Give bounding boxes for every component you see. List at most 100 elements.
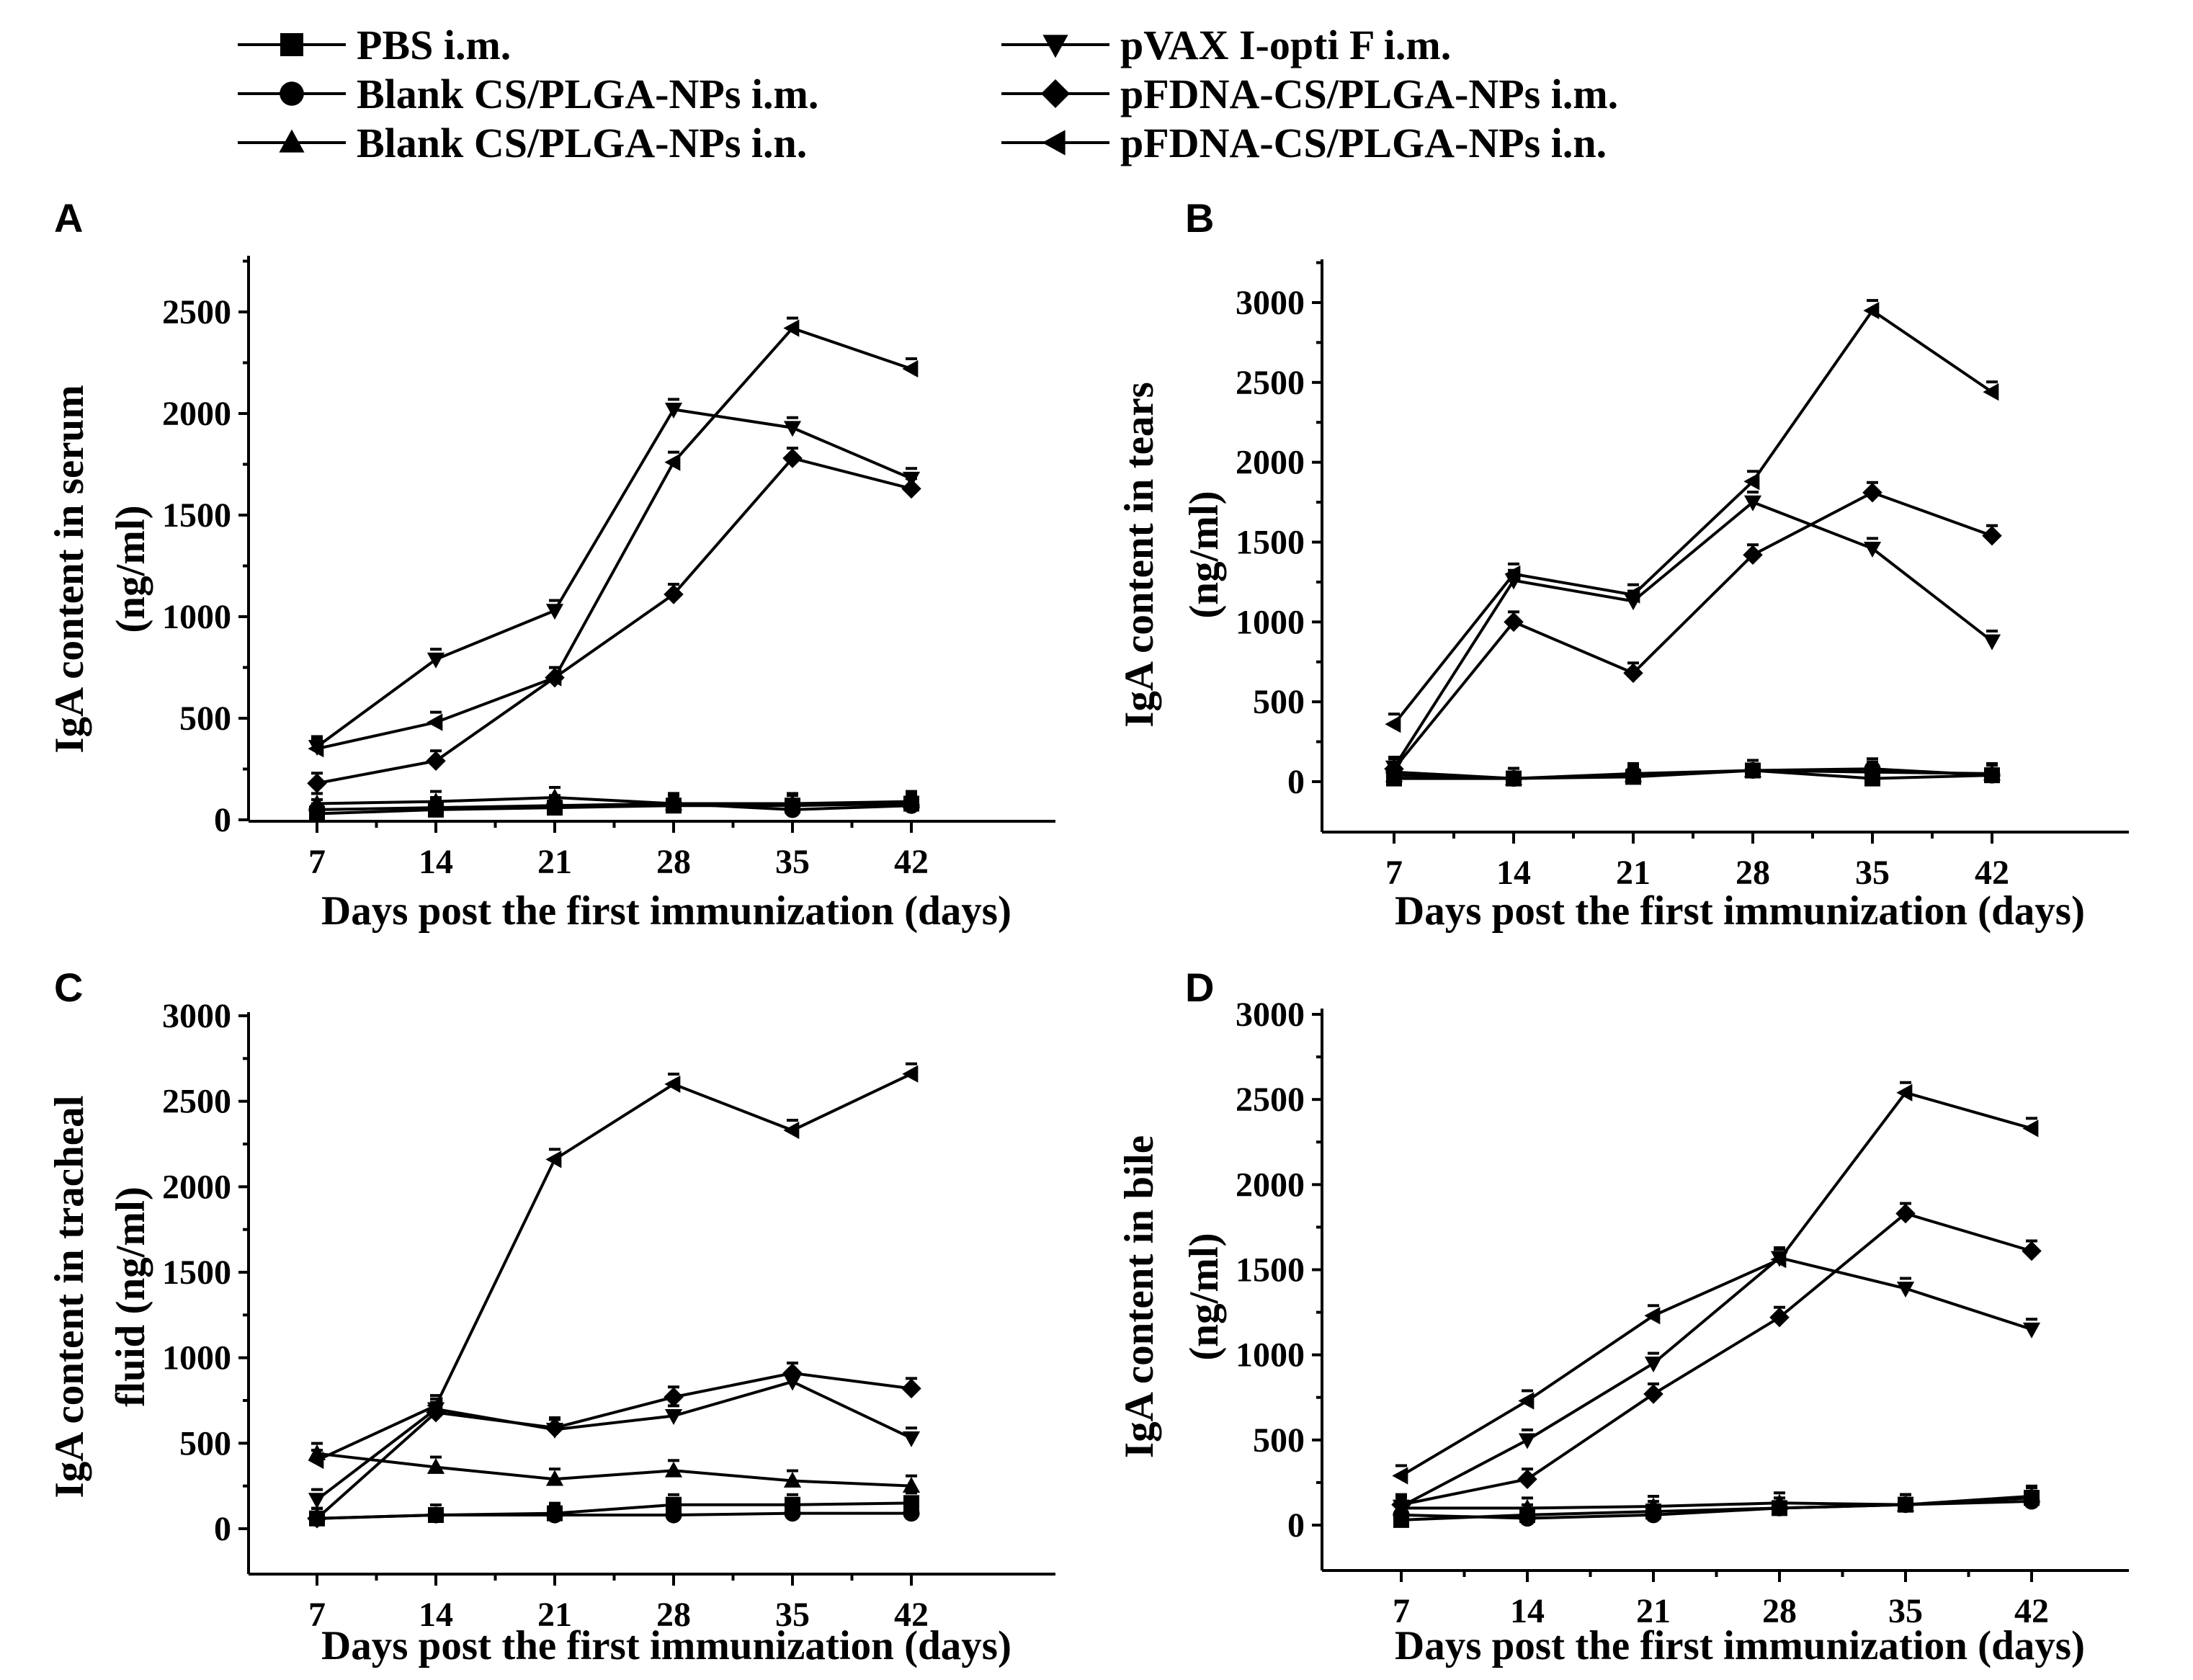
- y-tick-label: 0: [1287, 763, 1305, 801]
- data-point: [2022, 1322, 2041, 1339]
- legend-label: Blank CS/PLGA-NPs i.m.: [357, 71, 818, 117]
- data-point: [1862, 483, 1882, 503]
- series-3: [308, 398, 921, 756]
- data-point: [1504, 565, 1521, 583]
- legend-label: pFDNA-CS/PLGA-NPs i.n.: [1120, 120, 1607, 166]
- x-tick-label: 21: [1616, 854, 1651, 892]
- data-point: [1863, 542, 1882, 558]
- data-point: [1644, 1497, 1663, 1514]
- data-point: [307, 1509, 327, 1529]
- y-tick-label: 2000: [1236, 1166, 1305, 1204]
- data-point: [545, 604, 564, 620]
- data-point: [783, 421, 802, 437]
- data-point: [1384, 759, 1404, 779]
- series-4: [307, 1362, 921, 1529]
- x-tick-label: 7: [308, 843, 326, 881]
- y-tick-label: 1000: [1236, 603, 1305, 641]
- data-point: [545, 1470, 564, 1486]
- series-line: [316, 1072, 912, 1462]
- y-tick-label: 1000: [1236, 1336, 1305, 1375]
- data-point: [1769, 1307, 1790, 1328]
- data-point: [1983, 634, 2001, 651]
- x-tick-label: 28: [656, 1596, 691, 1634]
- x-tick-label: 42: [1975, 854, 2009, 892]
- data-point: [783, 1471, 802, 1488]
- data-point: [1624, 586, 1640, 604]
- data-point: [545, 788, 564, 805]
- data-point: [308, 1451, 324, 1470]
- data-point: [1896, 1083, 1913, 1102]
- series-line: [1393, 500, 1993, 769]
- y-tick-label: 0: [214, 801, 231, 839]
- data-point: [1743, 761, 1762, 777]
- data-point: [1391, 1494, 1411, 1515]
- legend: PBS i.m.Blank CS/PLGA-NPs i.m.Blank CS/P…: [238, 22, 1618, 166]
- data-point: [1770, 1251, 1787, 1269]
- series-line: [316, 1380, 912, 1501]
- data-point: [1743, 545, 1763, 565]
- series-5: [1385, 299, 1999, 733]
- data-point: [426, 652, 445, 669]
- series-line: [1401, 1494, 2032, 1510]
- data-point: [1896, 1495, 1915, 1511]
- x-tick-label: 7: [1385, 854, 1403, 892]
- series-2: [308, 1442, 921, 1493]
- y-axis-title: (ng/ml): [1182, 1233, 1227, 1360]
- series-4: [1384, 481, 2002, 779]
- y-tick-label: 1500: [1236, 1251, 1305, 1290]
- y-tick-label: 500: [179, 700, 231, 738]
- series-line: [316, 1511, 911, 1520]
- data-point: [902, 1477, 921, 1493]
- square-marker-icon: [280, 33, 303, 56]
- x-tick-label: 14: [1496, 854, 1531, 892]
- data-point: [664, 453, 681, 471]
- data-point: [1623, 663, 1643, 684]
- triangle-up-marker-icon: [279, 129, 305, 153]
- y-tick-label: 2500: [1236, 1081, 1305, 1119]
- data-point: [1385, 715, 1401, 733]
- y-tick-label: 500: [1253, 683, 1305, 721]
- data-point: [2022, 1120, 2039, 1138]
- legend-label: Blank CS/PLGA-NPs i.n.: [357, 120, 807, 166]
- legend-label: pVAX I-opti F i.m.: [1120, 22, 1451, 68]
- y-axis-title: IgA content in bile: [1117, 1135, 1162, 1458]
- x-axis-title: Days post the first immunization (days): [321, 1623, 1011, 1668]
- data-point: [1643, 1384, 1663, 1404]
- series-line: [316, 456, 912, 785]
- data-point: [307, 773, 327, 793]
- data-point: [545, 1150, 562, 1169]
- x-tick-label: 14: [1510, 1592, 1545, 1630]
- y-axis-title: IgA content in tracheal: [47, 1096, 92, 1498]
- data-point: [784, 1505, 801, 1522]
- series-line: [1401, 1212, 2032, 1506]
- data-point: [2022, 1487, 2041, 1503]
- panel-a: A 0 500 1000 1500 2000 2500 7 14 21 28 35 42 Days pos…: [47, 195, 1055, 934]
- data-point: [902, 792, 921, 808]
- y-tick-label: 2000: [1236, 444, 1305, 482]
- data-point: [664, 1075, 681, 1094]
- data-point: [783, 1121, 800, 1140]
- panel-letter: B: [1185, 195, 1214, 241]
- series-4: [1391, 1202, 2042, 1515]
- data-point: [426, 713, 443, 731]
- y-tick-label: 2500: [162, 1083, 231, 1121]
- series-line: [316, 1452, 912, 1488]
- data-point: [1518, 1433, 1537, 1449]
- y-tick-label: 3000: [1236, 996, 1305, 1034]
- x-tick-label: 28: [1736, 854, 1770, 892]
- x-tick-label: 35: [775, 1596, 810, 1634]
- data-point: [1624, 766, 1643, 782]
- y-tick-label: 2000: [162, 1168, 231, 1206]
- data-point: [782, 448, 803, 468]
- series-line: [1393, 491, 1993, 770]
- panel-letter: C: [54, 965, 83, 1010]
- series-line: [316, 795, 912, 805]
- data-point: [1644, 1307, 1661, 1325]
- data-point: [1982, 525, 2002, 546]
- data-point: [664, 1409, 683, 1426]
- legend-entry: PBS i.m.: [238, 22, 511, 68]
- data-point: [1895, 1203, 1916, 1224]
- data-point: [1392, 1467, 1408, 1485]
- series-line: [1400, 1091, 2032, 1478]
